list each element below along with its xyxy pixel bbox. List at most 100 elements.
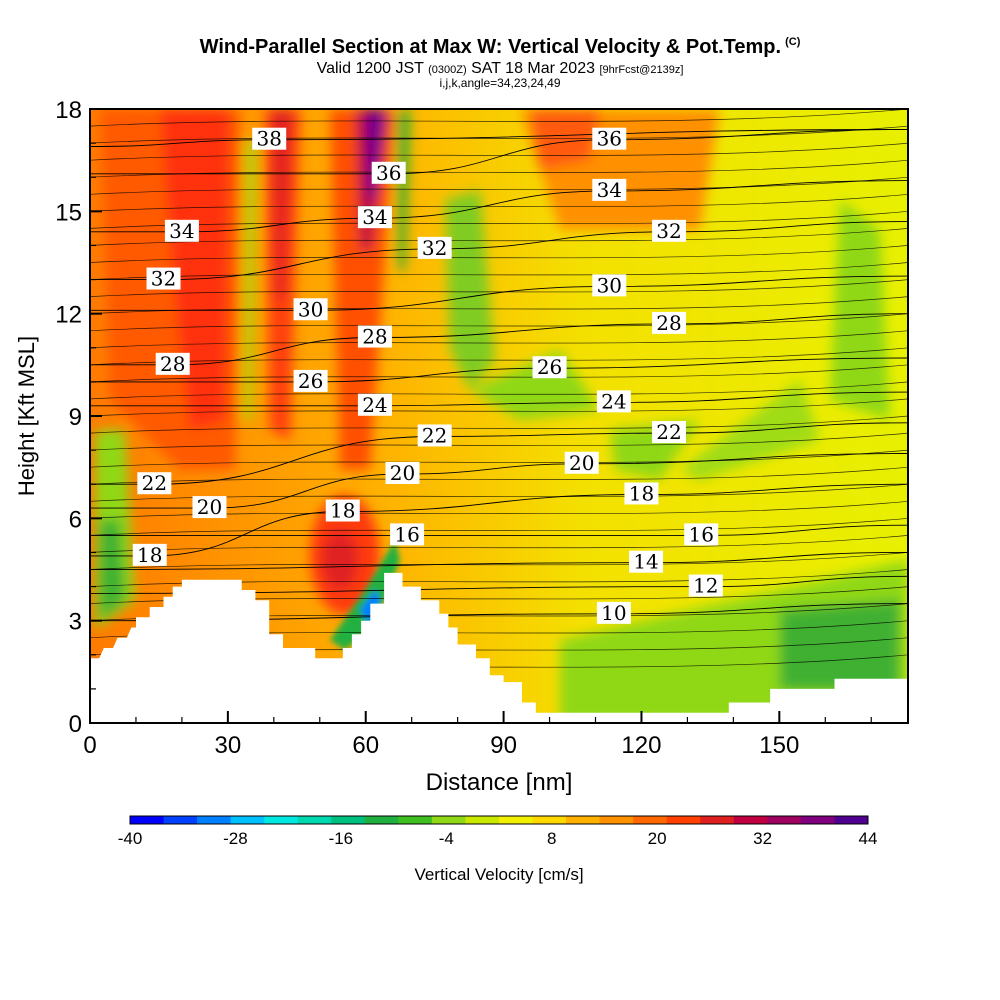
theta-contour-14 [90,551,908,570]
theta-contour-26 [90,357,908,383]
theta-isentrope [90,364,908,383]
svg-text:36: 36 [376,161,401,185]
y-tick-label: 6 [69,506,82,533]
colorbar-swatch [465,816,500,824]
theta-isentrope [90,552,908,570]
colorbar-swatch [331,816,366,824]
y-tick-label: 15 [55,199,82,226]
colorbar-swatch [767,816,802,824]
theta-contour-label: 14 [629,550,664,574]
chart-title: Wind-Parallel Section at Max W: Vertical… [199,36,801,58]
theta-isentrope [90,466,908,485]
theta-contour-label: 28 [155,352,190,376]
x-tick-label: 30 [215,732,242,759]
x-tick-label: 60 [352,732,379,759]
theta-isentrope [90,432,908,451]
colorbar-tick-label: 8 [547,829,556,848]
svg-text:22: 22 [142,471,167,495]
svg-text:28: 28 [362,325,387,349]
colorbar-swatch [499,816,534,824]
colorbar-swatch [633,816,668,824]
svg-text:20: 20 [197,495,222,519]
theta-contour-label: 30 [293,297,328,321]
svg-text:38: 38 [256,127,281,151]
theta-isentrope [90,245,908,263]
svg-text:20: 20 [569,451,594,475]
svg-text:10: 10 [601,601,626,625]
colorbar-swatch [431,816,466,824]
colorbar-swatch [733,816,768,824]
svg-text:30: 30 [298,297,323,321]
theta-isentrope [90,228,908,246]
theta-contour-label: 36 [592,127,627,151]
theta-isentrope [90,142,908,161]
theta-contour-label: 20 [192,495,227,519]
colorbar-tick-label: 44 [859,829,878,848]
theta-isentrope [90,159,908,178]
svg-text:24: 24 [362,393,387,417]
svg-text:30: 30 [597,273,622,297]
theta-isentrope [90,415,908,434]
theta-isentrope [90,398,908,417]
colorbar-tick-label: -28 [223,829,248,848]
theta-contour-label: 30 [592,273,627,297]
theta-contour-24 [90,391,908,407]
svg-text:18: 18 [137,543,162,567]
theta-contour-label: 22 [652,420,687,444]
svg-text:32: 32 [151,267,176,291]
svg-text:18: 18 [629,481,654,505]
theta-contour-label: 18 [624,481,659,505]
colorbar-label: Vertical Velocity [cm/s] [414,865,583,884]
theta-isentrope [90,347,908,366]
colorbar-swatch [163,816,198,824]
colorbar-swatch [666,816,701,824]
svg-text:20: 20 [390,461,415,485]
colorbar-tick-label: -4 [439,829,454,848]
theta-isentrope [90,176,908,195]
copyright-mark: (C) [785,36,801,49]
svg-text:34: 34 [362,205,387,229]
theta-isentrope [90,193,908,212]
terrain-mask [90,572,908,723]
theta-isentrope [90,109,908,127]
svg-text:16: 16 [688,522,713,546]
colorbar-tick-label: 32 [753,829,772,848]
colorbar-swatch [297,816,332,824]
theta-contour-30 [90,275,908,311]
colorbar-swatch [700,816,735,824]
y-axis-label: Height [Kft MSL] [14,336,39,496]
colorbar-tick-label: -16 [329,829,354,848]
svg-text:36: 36 [597,127,622,151]
svg-text:22: 22 [422,423,447,447]
theta-isentrope [90,313,908,332]
svg-text:34: 34 [169,219,194,243]
y-tick-label: 12 [55,302,82,329]
x-tick-label: 120 [621,732,661,759]
theta-contour-12 [90,575,908,594]
svg-text:32: 32 [656,219,681,243]
y-tick-label: 0 [69,711,82,738]
colorbar-swatch [197,816,232,824]
theta-isentrope [90,517,908,536]
theta-contour-label: 20 [385,461,420,485]
theta-contour-label: 28 [652,311,687,335]
colorbar-swatch [364,816,399,824]
colorbar-swatch [834,816,869,824]
theta-contour-label: 28 [357,325,392,349]
velocity-field [90,109,908,723]
y-tick-label: 9 [69,404,82,431]
theta-contour-label: 34 [357,205,392,229]
svg-text:34: 34 [597,178,622,202]
theta-contour-label: 24 [596,389,631,413]
theta-isentrope [90,449,908,468]
y-tick-label: 3 [69,609,82,636]
theta-contour-label: 24 [357,393,392,417]
theta-contour-label: 12 [688,574,723,598]
svg-text:26: 26 [537,355,562,379]
theta-contour-label: 26 [293,369,328,393]
x-tick-label: 90 [490,732,517,759]
colorbar-tick-label: 20 [648,829,667,848]
theta-isentrope [90,262,908,280]
theta-contour-label: 16 [684,522,719,546]
